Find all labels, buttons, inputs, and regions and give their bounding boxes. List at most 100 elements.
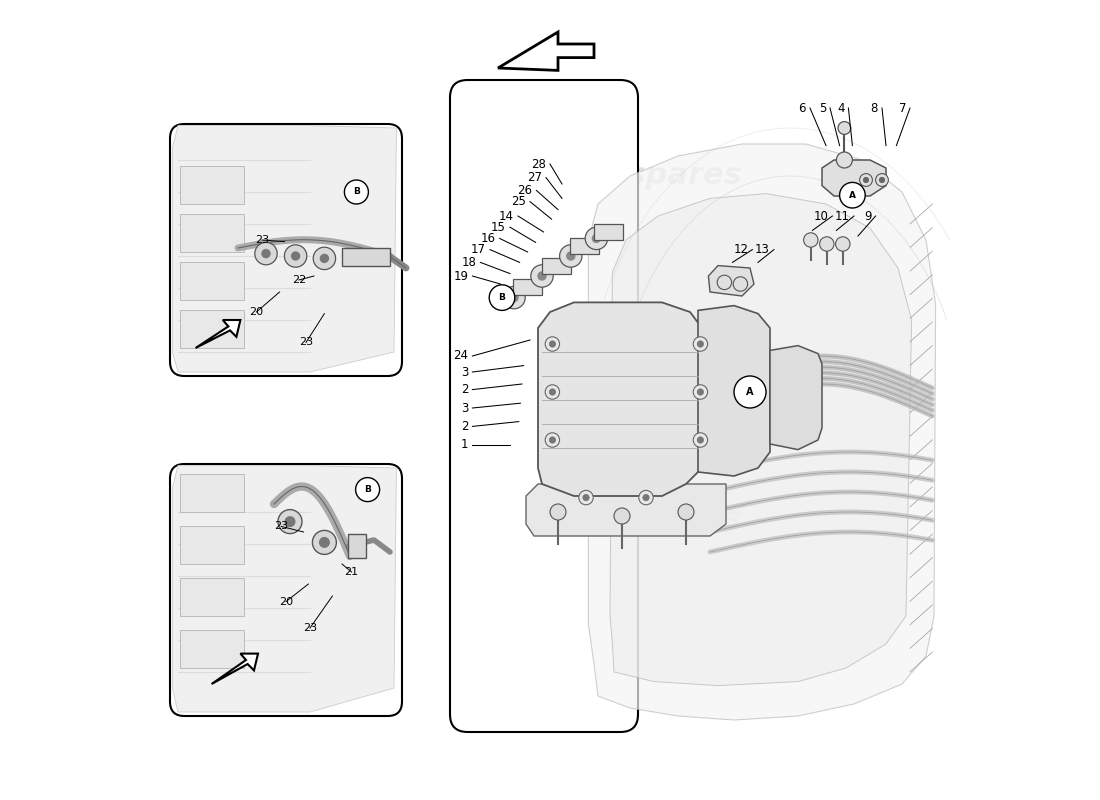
Circle shape <box>859 174 872 186</box>
Bar <box>570 238 598 254</box>
Text: 23: 23 <box>255 235 270 245</box>
Text: eurospares: eurospares <box>175 572 333 596</box>
Circle shape <box>344 180 369 204</box>
Circle shape <box>490 285 515 310</box>
Circle shape <box>734 376 766 408</box>
Text: 7: 7 <box>899 102 906 114</box>
Circle shape <box>549 341 556 347</box>
Polygon shape <box>498 32 594 70</box>
Text: eurospares: eurospares <box>550 162 742 190</box>
Text: 20: 20 <box>279 597 293 606</box>
Bar <box>180 262 244 300</box>
Text: 22: 22 <box>292 275 306 285</box>
Polygon shape <box>173 466 396 712</box>
Circle shape <box>550 504 566 520</box>
Text: 9: 9 <box>865 210 871 222</box>
Text: 23: 23 <box>302 623 317 633</box>
Circle shape <box>538 272 546 280</box>
Circle shape <box>312 530 337 554</box>
Circle shape <box>642 494 649 501</box>
Circle shape <box>285 245 307 267</box>
Text: eurospares: eurospares <box>550 306 742 334</box>
Polygon shape <box>698 306 770 476</box>
Text: 17: 17 <box>471 243 486 256</box>
Polygon shape <box>538 302 702 496</box>
Text: 27: 27 <box>527 171 542 184</box>
Text: A: A <box>849 190 856 200</box>
Bar <box>180 578 244 616</box>
Bar <box>180 166 244 204</box>
Bar <box>542 258 571 274</box>
Text: B: B <box>498 293 505 302</box>
Circle shape <box>503 286 525 309</box>
FancyBboxPatch shape <box>450 80 638 732</box>
Circle shape <box>320 538 329 547</box>
Bar <box>514 279 542 295</box>
Polygon shape <box>526 484 726 536</box>
Circle shape <box>693 385 707 399</box>
Text: 6: 6 <box>799 102 806 114</box>
Circle shape <box>510 294 518 302</box>
Text: 20: 20 <box>250 307 264 317</box>
Bar <box>180 630 244 668</box>
Circle shape <box>864 178 868 182</box>
Text: 23: 23 <box>274 522 288 531</box>
Circle shape <box>836 152 852 168</box>
Text: eurospares: eurospares <box>175 220 333 244</box>
Circle shape <box>546 385 560 399</box>
Text: 13: 13 <box>755 243 770 256</box>
Text: 14: 14 <box>499 210 514 222</box>
Circle shape <box>262 250 270 258</box>
Polygon shape <box>173 126 396 372</box>
Circle shape <box>876 174 889 186</box>
Text: 24: 24 <box>453 350 469 362</box>
Circle shape <box>314 247 336 270</box>
Circle shape <box>278 510 303 534</box>
Circle shape <box>839 182 866 208</box>
Circle shape <box>697 389 704 395</box>
Circle shape <box>820 237 834 251</box>
Text: 2: 2 <box>461 383 469 396</box>
Text: 11: 11 <box>835 210 850 222</box>
Text: B: B <box>364 485 371 494</box>
Text: 12: 12 <box>734 243 748 256</box>
Circle shape <box>546 433 560 447</box>
Circle shape <box>717 275 732 290</box>
Text: 3: 3 <box>461 402 469 414</box>
Text: 26: 26 <box>517 184 532 197</box>
Bar <box>342 248 390 266</box>
Circle shape <box>734 277 748 291</box>
Polygon shape <box>822 160 886 196</box>
Bar <box>594 224 623 240</box>
Text: 2: 2 <box>461 420 469 433</box>
Bar <box>180 474 244 512</box>
Circle shape <box>531 265 553 287</box>
Text: 19: 19 <box>453 270 469 282</box>
Bar <box>349 534 366 558</box>
Polygon shape <box>770 346 822 450</box>
Text: 16: 16 <box>481 232 496 245</box>
Text: 3: 3 <box>461 366 469 378</box>
Text: 5: 5 <box>818 102 826 114</box>
Circle shape <box>836 237 850 251</box>
Text: eurospares: eurospares <box>550 506 742 534</box>
Text: 4: 4 <box>837 102 845 114</box>
Circle shape <box>678 504 694 520</box>
Circle shape <box>546 337 560 351</box>
Circle shape <box>285 517 295 526</box>
Text: A: A <box>746 387 754 397</box>
Circle shape <box>693 337 707 351</box>
Text: 15: 15 <box>491 221 506 234</box>
Polygon shape <box>211 654 258 684</box>
Polygon shape <box>610 194 912 686</box>
Circle shape <box>697 437 704 443</box>
Bar <box>180 526 244 564</box>
Text: 18: 18 <box>462 256 476 269</box>
Circle shape <box>255 242 277 265</box>
Circle shape <box>566 252 575 260</box>
Circle shape <box>639 490 653 505</box>
Circle shape <box>593 234 601 242</box>
Bar <box>180 310 244 348</box>
Circle shape <box>693 433 707 447</box>
Circle shape <box>614 508 630 524</box>
